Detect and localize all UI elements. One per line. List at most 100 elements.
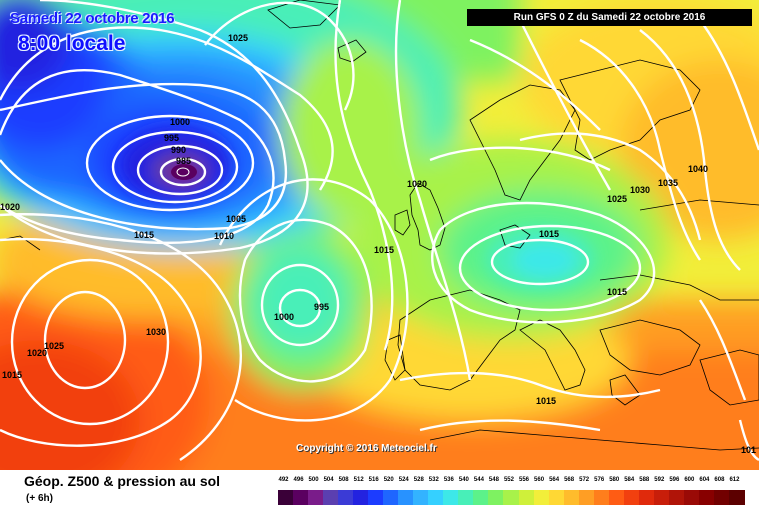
- isobar-label: 1035: [658, 178, 679, 188]
- legend-color-swatch: [728, 490, 745, 505]
- copyright-notice: Copyright © 2016 Meteociel.fr: [296, 443, 437, 454]
- legend-color-swatch: [518, 490, 535, 505]
- legend-tick-label: 564: [549, 477, 560, 483]
- legend-color-swatch: [578, 490, 595, 505]
- forecast-date: Samedi 22 octobre 2016: [10, 10, 175, 27]
- legend-tick-label: 552: [503, 477, 514, 483]
- legend-color-swatch: [713, 490, 730, 505]
- legend-color-swatch: [473, 490, 490, 505]
- legend-color-swatch: [338, 490, 355, 505]
- legend-tick-label: 608: [714, 477, 725, 483]
- geopotential-field: [0, 0, 759, 470]
- isobar-label: 985: [176, 156, 192, 166]
- legend-color-swatch: [653, 490, 670, 505]
- legend-tick-label: 568: [564, 477, 575, 483]
- legend-tick-label: 540: [458, 477, 469, 483]
- legend-color-swatch: [683, 490, 700, 505]
- map-footer: Géop. Z500 & pression au sol (+ 6h) 492 4…: [0, 470, 759, 514]
- chart-title: Géop. Z500 & pression au sol: [24, 473, 221, 489]
- legend-tick-label: 528: [413, 477, 424, 483]
- legend-color-swatch: [443, 490, 460, 505]
- legend-tick-label: 572: [579, 477, 590, 483]
- legend-color-swatch: [698, 490, 715, 505]
- legend-tick-label: 544: [473, 477, 484, 483]
- isobar-label: 1025: [607, 194, 628, 204]
- legend-tick-label: 584: [624, 477, 635, 483]
- legend-color-swatch: [458, 490, 475, 505]
- legend-tick-label: 596: [669, 477, 680, 483]
- legend-color-swatch: [428, 490, 445, 505]
- legend-color-swatch: [563, 490, 580, 505]
- legend-color-swatch: [398, 490, 415, 505]
- legend-color-swatch: [413, 490, 430, 505]
- isobar-label: 990: [171, 145, 187, 155]
- isobar-label: 1010: [214, 231, 235, 241]
- isobar-label: 1015: [607, 287, 628, 297]
- low-pressure-center: [176, 167, 190, 177]
- isobar-label: 1015: [536, 396, 557, 406]
- isobar-label: 995: [314, 302, 330, 312]
- legend-color-swatch: [353, 490, 370, 505]
- legend-color-swatch: [368, 490, 385, 505]
- isobar-label: 1020: [27, 348, 48, 358]
- legend-color-swatch: [638, 490, 655, 505]
- isobar-label: 101: [741, 445, 757, 455]
- legend-color-swatch: [668, 490, 685, 505]
- isobar-label: 995: [164, 133, 180, 143]
- legend-color-swatch: [608, 490, 625, 505]
- legend-color-swatch: [533, 490, 550, 505]
- isobars: [0, 0, 759, 462]
- isobar-label: 1000: [274, 312, 295, 322]
- legend-color-swatch: [548, 490, 565, 505]
- legend-tick-label: 500: [308, 477, 319, 483]
- legend-tick-label: 524: [398, 477, 409, 483]
- legend-tick-label: 520: [383, 477, 394, 483]
- isobar-label: 1015: [134, 230, 155, 240]
- legend-tick-label: 508: [338, 477, 349, 483]
- forecast-map: [0, 0, 759, 470]
- legend-tick-label: 600: [684, 477, 695, 483]
- isobar-label: 1030: [630, 185, 651, 195]
- isobar-label: 1000: [170, 117, 191, 127]
- model-run-banner: Run GFS 0 Z du Samedi 22 octobre 2016: [467, 9, 752, 26]
- legend-tick-label: 592: [654, 477, 665, 483]
- forecast-step: (+ 6h): [26, 493, 53, 504]
- legend-tick-label: 612: [729, 477, 740, 483]
- legend-tick-label: 492: [278, 477, 289, 483]
- isobar-label: 1020: [407, 179, 428, 189]
- legend-color-swatch: [308, 490, 325, 505]
- legend-color-swatch: [323, 490, 340, 505]
- isobar-label: 1015: [2, 370, 23, 380]
- legend-color-swatch: [593, 490, 610, 505]
- legend-tick-label: 580: [609, 477, 620, 483]
- isobar-label: 1040: [688, 164, 709, 174]
- legend-color-swatch: [488, 490, 505, 505]
- isobar-label: 1015: [539, 229, 560, 239]
- legend-tick-label: 560: [534, 477, 545, 483]
- isobar-label: 1020: [0, 202, 21, 212]
- isobar-label: 1025: [44, 341, 65, 351]
- isobar-label: 1025: [228, 33, 249, 43]
- forecast-time: 8:00 locale: [18, 32, 126, 55]
- isobar-label: 1005: [226, 214, 247, 224]
- legend-color-swatch: [383, 490, 400, 505]
- legend-tick-label: 588: [639, 477, 650, 483]
- legend-color-swatch: [278, 490, 294, 505]
- isobar-label: 1015: [374, 245, 395, 255]
- legend-tick-label: 556: [519, 477, 530, 483]
- isobar-label: 1030: [146, 327, 167, 337]
- legend-tick-label: 496: [293, 477, 304, 483]
- color-scale-legend: 492 496 500 504 508 512 516 520 524 528 532 536 540 5…: [278, 477, 745, 511]
- legend-color-swatch: [293, 490, 310, 505]
- legend-tick-label: 532: [428, 477, 439, 483]
- legend-tick-label: 536: [443, 477, 454, 483]
- legend-tick-label: 576: [594, 477, 605, 483]
- legend-tick-label: 504: [323, 477, 334, 483]
- legend-tick-label: 512: [353, 477, 364, 483]
- legend-tick-label: 548: [488, 477, 499, 483]
- legend-tick-label: 516: [368, 477, 379, 483]
- legend-color-swatch: [623, 490, 640, 505]
- legend-color-swatch: [503, 490, 520, 505]
- legend-tick-label: 604: [699, 477, 710, 483]
